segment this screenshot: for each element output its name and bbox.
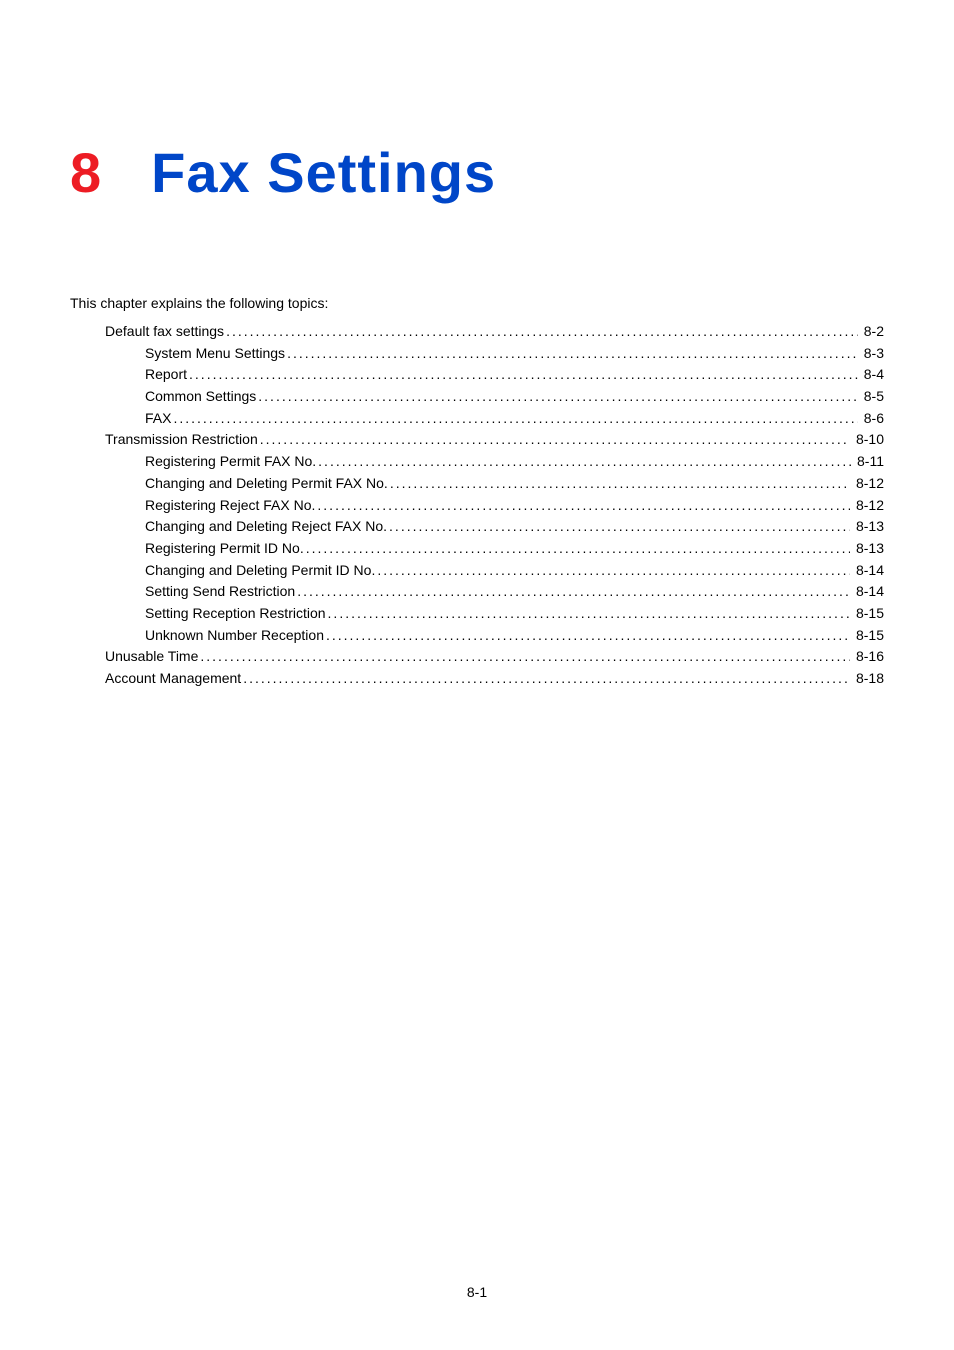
chapter-title: Fax Settings bbox=[151, 140, 496, 205]
toc-leader-dots bbox=[377, 560, 850, 582]
toc-entry[interactable]: Unusable Time 8-16 bbox=[70, 646, 884, 668]
toc-entry-label: Unusable Time bbox=[105, 646, 198, 668]
toc-entry[interactable]: Registering Permit ID No. 8-13 bbox=[70, 538, 884, 560]
toc-entry-label: Common Settings bbox=[145, 386, 256, 408]
toc-entry[interactable]: Transmission Restriction 8-10 bbox=[70, 429, 884, 451]
toc-entry-label: Registering Permit FAX No. bbox=[145, 451, 316, 473]
toc-entry-page: 8-4 bbox=[860, 364, 884, 386]
toc-entry[interactable]: Account Management 8-18 bbox=[70, 668, 884, 690]
toc-entry-page: 8-3 bbox=[860, 343, 884, 365]
toc-leader-dots bbox=[173, 408, 857, 430]
toc-entry-label: Report bbox=[145, 364, 187, 386]
toc-entry-label: Default fax settings bbox=[105, 321, 224, 343]
toc-entry-label: Setting Reception Restriction bbox=[145, 603, 326, 625]
toc-leader-dots bbox=[318, 451, 851, 473]
toc-entry-page: 8-15 bbox=[852, 603, 884, 625]
toc-entry-label: FAX bbox=[145, 408, 171, 430]
toc-entry-page: 8-11 bbox=[853, 451, 884, 473]
toc-leader-dots bbox=[326, 625, 850, 647]
toc-entry[interactable]: Registering Reject FAX No. 8-12 bbox=[70, 495, 884, 517]
toc-entry-label: Account Management bbox=[105, 668, 241, 690]
toc-entry[interactable]: Changing and Deleting Permit FAX No. 8-1… bbox=[70, 473, 884, 495]
toc-leader-dots bbox=[243, 668, 850, 690]
toc-leader-dots bbox=[287, 343, 858, 365]
document-page: 8 Fax Settings This chapter explains the… bbox=[0, 0, 954, 690]
toc-leader-dots bbox=[306, 538, 850, 560]
toc-entry[interactable]: Common Settings 8-5 bbox=[70, 386, 884, 408]
toc-entry-page: 8-5 bbox=[860, 386, 884, 408]
toc-leader-dots bbox=[260, 429, 850, 451]
toc-entry[interactable]: System Menu Settings 8-3 bbox=[70, 343, 884, 365]
chapter-header: 8 Fax Settings bbox=[70, 140, 884, 205]
toc-entry-page: 8-12 bbox=[852, 495, 884, 517]
toc-leader-dots bbox=[317, 495, 850, 517]
toc-leader-dots bbox=[389, 516, 850, 538]
toc-entry-label: System Menu Settings bbox=[145, 343, 285, 365]
toc-leader-dots bbox=[328, 603, 850, 625]
table-of-contents: Default fax settings 8-2System Menu Sett… bbox=[70, 321, 884, 690]
toc-entry-label: Registering Permit ID No. bbox=[145, 538, 304, 560]
toc-entry-label: Changing and Deleting Reject FAX No. bbox=[145, 516, 387, 538]
toc-entry[interactable]: Report 8-4 bbox=[70, 364, 884, 386]
toc-entry[interactable]: Setting Send Restriction 8-14 bbox=[70, 581, 884, 603]
toc-entry-label: Changing and Deleting Permit FAX No. bbox=[145, 473, 388, 495]
toc-entry-label: Changing and Deleting Permit ID No. bbox=[145, 560, 375, 582]
toc-entry[interactable]: FAX 8-6 bbox=[70, 408, 884, 430]
toc-entry-page: 8-15 bbox=[852, 625, 884, 647]
toc-entry-page: 8-2 bbox=[860, 321, 884, 343]
toc-entry-label: Transmission Restriction bbox=[105, 429, 258, 451]
toc-entry-page: 8-12 bbox=[852, 473, 884, 495]
toc-leader-dots bbox=[390, 473, 850, 495]
toc-entry-page: 8-13 bbox=[852, 538, 884, 560]
toc-entry[interactable]: Setting Reception Restriction 8-15 bbox=[70, 603, 884, 625]
toc-leader-dots bbox=[258, 386, 857, 408]
toc-entry-page: 8-18 bbox=[852, 668, 884, 690]
toc-entry-label: Setting Send Restriction bbox=[145, 581, 295, 603]
chapter-number: 8 bbox=[70, 140, 101, 205]
toc-entry[interactable]: Changing and Deleting Permit ID No. 8-14 bbox=[70, 560, 884, 582]
toc-entry[interactable]: Default fax settings 8-2 bbox=[70, 321, 884, 343]
toc-entry-page: 8-16 bbox=[852, 646, 884, 668]
toc-entry-page: 8-14 bbox=[852, 581, 884, 603]
toc-entry-page: 8-14 bbox=[852, 560, 884, 582]
toc-leader-dots bbox=[200, 646, 850, 668]
toc-entry[interactable]: Registering Permit FAX No. 8-11 bbox=[70, 451, 884, 473]
toc-entry[interactable]: Unknown Number Reception 8-15 bbox=[70, 625, 884, 647]
toc-entry-page: 8-6 bbox=[860, 408, 884, 430]
toc-leader-dots bbox=[189, 364, 858, 386]
toc-entry-label: Unknown Number Reception bbox=[145, 625, 324, 647]
toc-entry[interactable]: Changing and Deleting Reject FAX No. 8-1… bbox=[70, 516, 884, 538]
toc-entry-label: Registering Reject FAX No. bbox=[145, 495, 315, 517]
toc-leader-dots bbox=[297, 581, 850, 603]
page-number: 8-1 bbox=[0, 1284, 954, 1300]
intro-text: This chapter explains the following topi… bbox=[70, 295, 884, 311]
toc-entry-page: 8-13 bbox=[852, 516, 884, 538]
toc-leader-dots bbox=[226, 321, 858, 343]
toc-entry-page: 8-10 bbox=[852, 429, 884, 451]
